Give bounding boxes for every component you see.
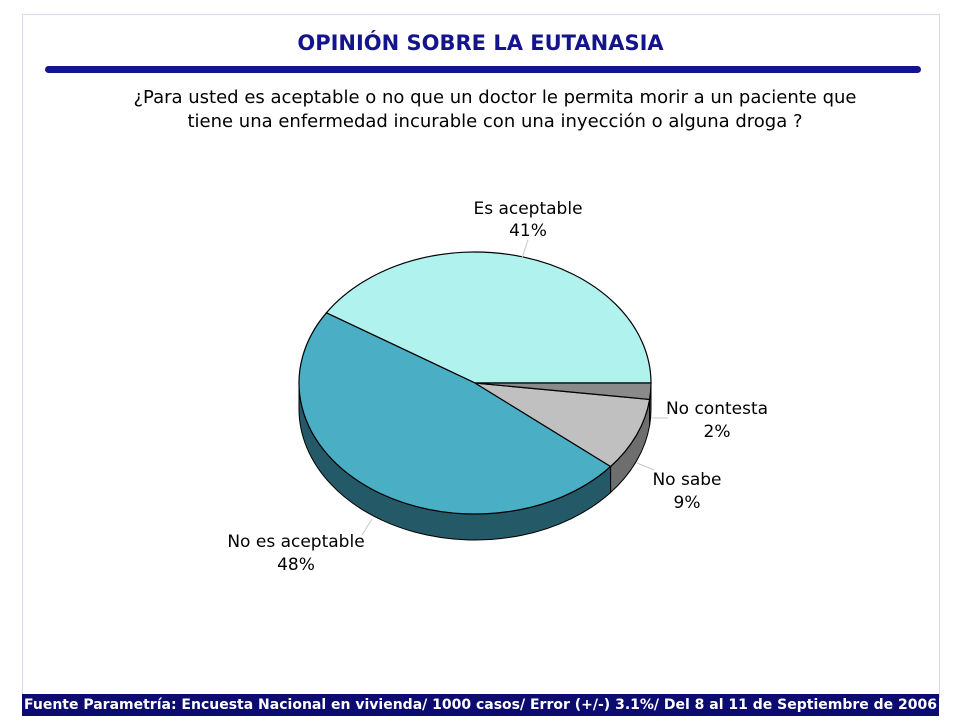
survey-question: ¿Para usted es aceptable o no que un doc… — [100, 86, 890, 134]
source-footer: Fuente Parametría: Encuesta Nacional en … — [22, 694, 939, 716]
value-no-contesta: 2% — [704, 422, 731, 442]
leader-line-no-sabe — [636, 462, 655, 471]
leader-line-es-aceptable — [521, 239, 529, 259]
label-no-es-aceptable: No es aceptable — [227, 532, 364, 552]
label-es-aceptable: Es aceptable — [473, 199, 582, 219]
leader-line-no-es-aceptable — [361, 518, 373, 536]
question-line-1: ¿Para usted es aceptable o no que un doc… — [133, 87, 857, 108]
value-no-sabe: 9% — [674, 493, 701, 513]
value-es-aceptable: 41% — [509, 221, 547, 241]
page-title: OPINIÓN SOBRE LA EUTANASIA — [297, 31, 664, 55]
pie-slice-es-aceptable — [325, 251, 652, 384]
title-divider — [45, 66, 921, 73]
pie-slice-no-contesta — [474, 382, 652, 401]
pie-slice-no-es-aceptable — [298, 312, 612, 515]
label-no-contesta: No contesta — [666, 399, 768, 419]
pie-slice-no-sabe — [474, 382, 651, 468]
value-no-es-aceptable: 48% — [277, 555, 315, 575]
label-no-sabe: No sabe — [652, 470, 721, 490]
question-line-2: tiene una enfermedad incurable con una i… — [187, 111, 803, 132]
